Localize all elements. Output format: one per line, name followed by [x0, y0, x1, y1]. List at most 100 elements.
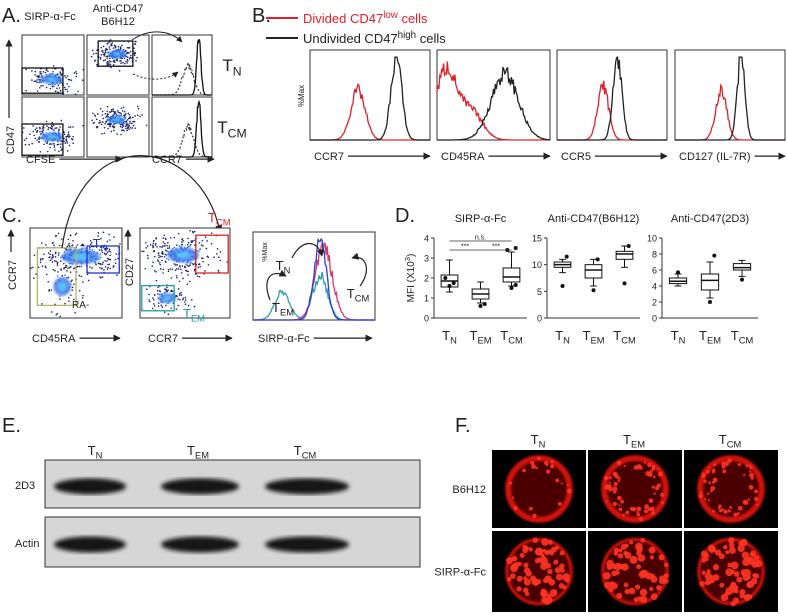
- punctum: [610, 582, 618, 590]
- event-dot: [183, 266, 186, 268]
- event-dot: [49, 146, 52, 149]
- punctum: [729, 506, 733, 509]
- cell-rim: [505, 537, 573, 606]
- event-dot: [100, 123, 103, 126]
- punctum: [511, 563, 519, 571]
- event-dot: [45, 266, 47, 269]
- punctum: [633, 597, 639, 603]
- event-dot: [103, 126, 106, 129]
- punctum: [545, 562, 551, 569]
- event-dot: [89, 266, 91, 268]
- label-main: T: [671, 328, 679, 343]
- axis-label: CD47: [5, 126, 17, 154]
- event-dot: [181, 241, 183, 243]
- punctum: [747, 498, 750, 501]
- event-dot: [125, 55, 128, 58]
- event-dot: [108, 248, 111, 251]
- event-dot: [158, 256, 160, 259]
- label-sub: N: [233, 64, 242, 78]
- event-dot: [161, 253, 164, 255]
- event-dot: [78, 274, 81, 277]
- event-dot: [33, 134, 36, 137]
- event-dot: [162, 245, 164, 247]
- event-dot: [66, 270, 68, 272]
- event-dot: [207, 256, 210, 258]
- event-dot: [55, 314, 58, 316]
- label-sub: EM: [590, 335, 604, 345]
- punctum: [656, 467, 659, 470]
- punctum: [643, 509, 649, 514]
- punctum: [706, 569, 711, 574]
- event-dot: [56, 264, 59, 266]
- event-dot: [59, 82, 61, 85]
- event-dot: [64, 274, 66, 277]
- event-dot: [65, 249, 68, 252]
- event-dot: [133, 47, 135, 49]
- event-dot: [33, 254, 36, 256]
- event-dot: [77, 90, 79, 93]
- label-sub: CM: [302, 450, 317, 460]
- x-tick-label: TN: [555, 328, 570, 345]
- punctum: [741, 551, 750, 560]
- subscript-label: TN: [93, 236, 108, 253]
- event-dot: [165, 304, 167, 307]
- event-dot: [54, 90, 57, 93]
- event-dot: [49, 87, 52, 90]
- event-dot: [106, 268, 109, 270]
- event-dot: [162, 272, 164, 274]
- punctum: [739, 589, 746, 596]
- event-dot: [53, 129, 55, 131]
- outlier: [626, 244, 631, 248]
- event-dot: [66, 142, 69, 144]
- event-dot: [106, 64, 109, 66]
- event-dot: [68, 266, 71, 269]
- event-dot: [65, 76, 67, 79]
- punctum: [506, 577, 512, 582]
- event-dot: [160, 304, 163, 307]
- gate: [97, 40, 134, 67]
- event-dot: [49, 143, 52, 145]
- event-dot: [109, 250, 112, 253]
- punctum: [749, 472, 754, 478]
- event-dot: [152, 303, 155, 305]
- event-dot: [159, 263, 162, 266]
- punctum: [727, 458, 732, 463]
- punctum: [650, 575, 658, 583]
- event-dot: [136, 105, 139, 108]
- event-dot: [186, 243, 189, 246]
- x-axis-label: CCR7: [152, 154, 182, 166]
- legend-entry: Divided CD47low cells: [303, 10, 428, 26]
- x-tick-label: TN: [442, 328, 457, 345]
- event-dot: [161, 259, 163, 262]
- event-dot: [109, 125, 111, 128]
- event-dot: [49, 253, 51, 256]
- event-dot: [38, 74, 40, 77]
- x-tick-label: TN: [671, 328, 686, 345]
- punctum: [532, 537, 539, 544]
- event-dot: [114, 112, 117, 115]
- event-dot: [81, 79, 84, 81]
- event-dot: [146, 288, 148, 290]
- punctum: [638, 465, 643, 470]
- event-dot: [53, 244, 55, 247]
- event-dot: [106, 260, 108, 262]
- event-dot: [48, 288, 51, 291]
- punctum: [748, 470, 752, 473]
- event-dot: [24, 143, 27, 146]
- event-dot: [157, 252, 160, 254]
- event-dot: [133, 52, 135, 55]
- punctum: [746, 580, 755, 589]
- event-dot: [53, 259, 56, 262]
- column-label: SIRP-α-Fc: [24, 11, 76, 23]
- event-dot: [158, 254, 160, 257]
- event-dot: [204, 270, 206, 272]
- event-dot: [197, 266, 200, 269]
- event-dot: [58, 128, 60, 131]
- event-dot: [127, 126, 130, 128]
- event-dot: [120, 133, 122, 136]
- event-dot: [56, 262, 59, 265]
- event-dot: [114, 46, 117, 49]
- label-main: T: [93, 236, 101, 251]
- event-dot: [161, 252, 163, 254]
- event-dot: [63, 86, 66, 89]
